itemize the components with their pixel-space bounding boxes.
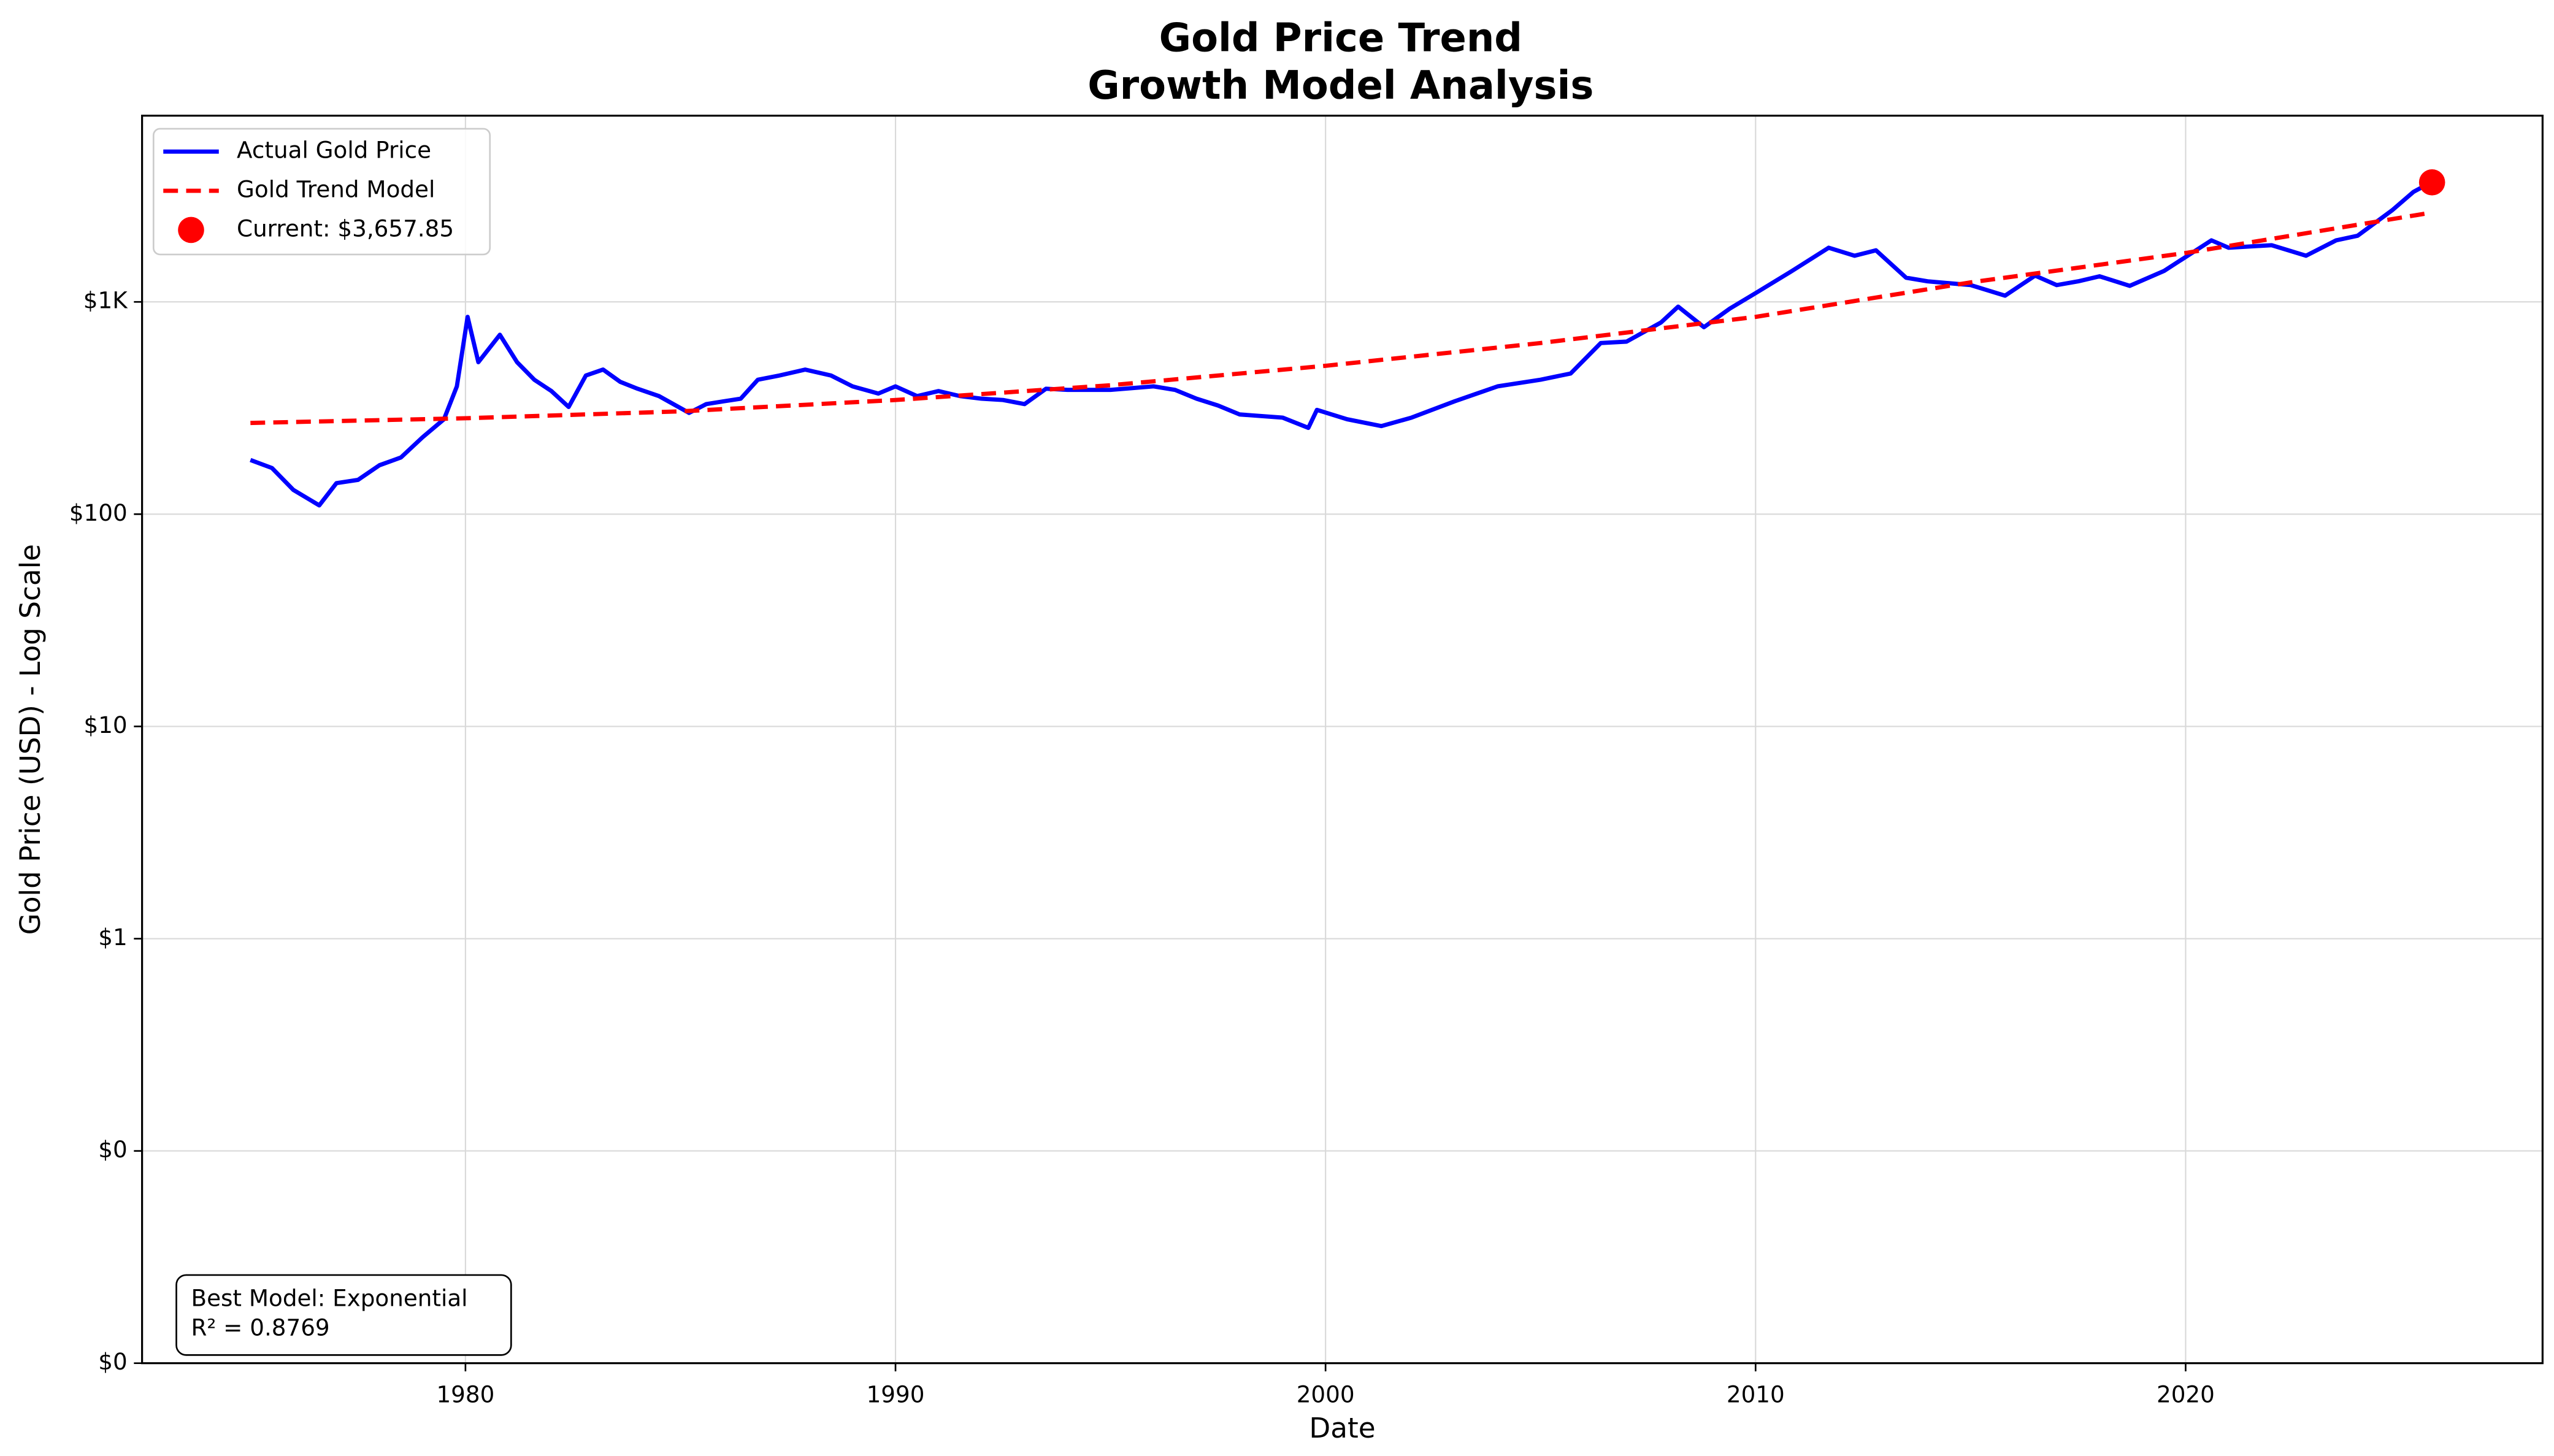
x-tick-label: 2020 xyxy=(2157,1381,2215,1408)
x-tick-label: 2010 xyxy=(1727,1381,1785,1408)
chart-subtitle: Growth Model Analysis xyxy=(1087,63,1593,109)
legend-box xyxy=(152,128,491,256)
legend-label: Current: $3,657.85 xyxy=(237,215,454,242)
y-tick-label: $1K xyxy=(83,287,128,314)
annotation-text: Best Model: Exponential xyxy=(191,1284,468,1311)
annotation-text: R² = 0.8769 xyxy=(191,1314,330,1341)
y-tick-label: $0 xyxy=(98,1348,127,1375)
y-tick-label: $10 xyxy=(84,711,128,738)
y-tick-label: $1 xyxy=(98,924,127,951)
series-line xyxy=(250,210,2431,426)
x-tick-label: 1980 xyxy=(436,1381,494,1408)
legend-label: Actual Gold Price xyxy=(237,137,431,164)
y-tick-label: $0 xyxy=(98,1136,127,1163)
legend-swatch xyxy=(178,216,204,243)
y-tick-label: $100 xyxy=(69,499,128,526)
x-axis-label: Date xyxy=(1309,1412,1375,1444)
y-axis-label: Gold Price (USD) - Log Scale xyxy=(14,544,47,935)
x-tick-label: 1990 xyxy=(867,1381,925,1408)
chart-title: Gold Price Trend xyxy=(1159,16,1522,61)
x-tick-label: 2000 xyxy=(1297,1381,1355,1408)
plot-frame xyxy=(141,115,2544,1365)
annotation-box xyxy=(175,1274,512,1356)
current-point xyxy=(2418,169,2445,196)
series-line xyxy=(250,180,2432,508)
legend: Actual Gold Price Gold Trend Model Current… xyxy=(152,128,491,256)
legend-label: Gold Trend Model xyxy=(237,176,435,203)
